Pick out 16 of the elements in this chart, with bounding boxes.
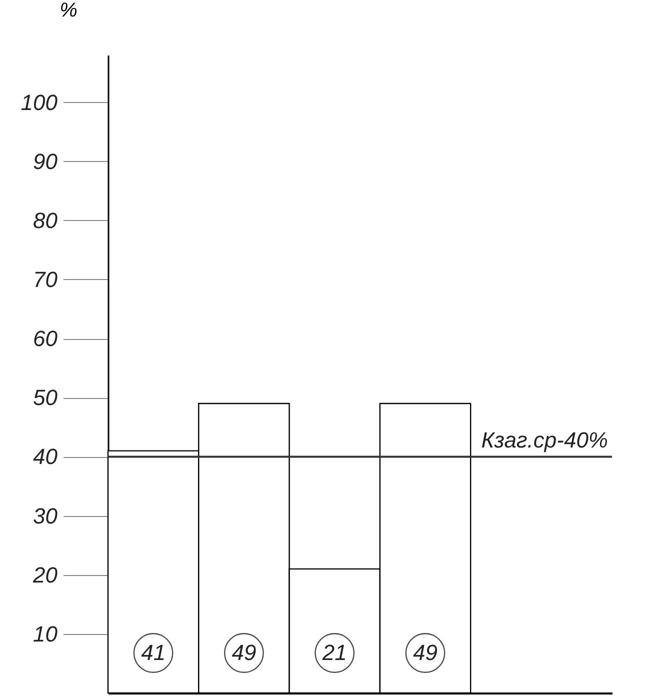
y-tick-label: 100 — [20, 90, 58, 115]
data-label: 49 — [413, 640, 438, 665]
data-label: 41 — [141, 640, 166, 665]
y-tick-label: 70 — [33, 266, 58, 292]
y-tick-label: 90 — [33, 148, 58, 174]
y-tick-label: 50 — [33, 385, 58, 410]
y-tick-label: 40 — [33, 444, 58, 470]
ref-line-label: Кзаг.ср-40% — [481, 428, 608, 453]
data-label: 21 — [321, 640, 347, 665]
data-label: 49 — [232, 640, 256, 665]
y-tick-label: 80 — [33, 208, 58, 233]
y-tick-label: 30 — [33, 503, 58, 528]
y-tick-label: 20 — [32, 562, 58, 588]
y-tick-label: 60 — [33, 326, 58, 352]
y-axis-title: % — [60, 0, 78, 22]
y-tick-label: 10 — [33, 621, 58, 646]
